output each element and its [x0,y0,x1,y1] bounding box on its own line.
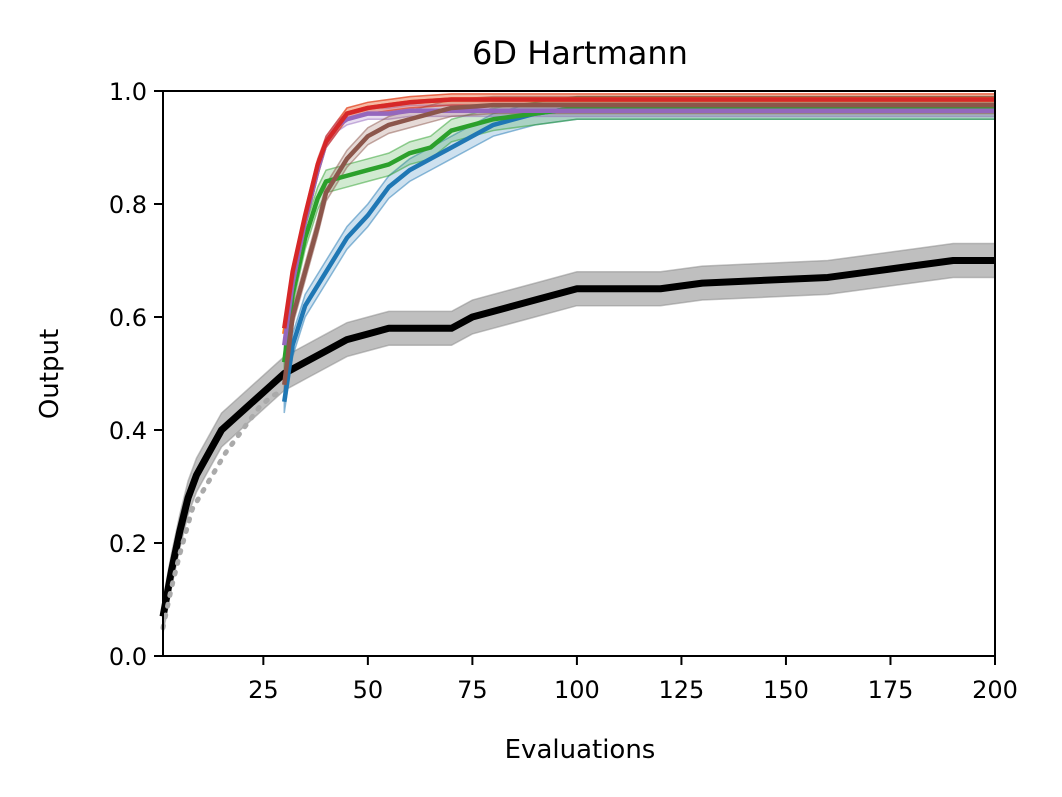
x-tick-label: 200 [972,676,1018,704]
x-tick-label: 175 [868,676,914,704]
y-axis-label: Output [35,329,65,419]
y-tick-label: 1.0 [109,78,147,106]
y-tick-label: 0.6 [109,304,147,332]
y-tick-label: 0.2 [109,530,147,558]
x-tick-label: 75 [457,676,488,704]
x-axis-label: Evaluations [505,735,656,765]
x-tick-label: 50 [353,676,384,704]
series-7-line [282,102,995,386]
x-tick-label: 100 [554,676,600,704]
y-tick-label: 0.0 [109,643,147,671]
y-tick-label: 0.8 [109,191,147,219]
series-2-line [160,387,287,631]
x-tick-label: 150 [763,676,809,704]
x-tick-label: 25 [248,676,279,704]
x-tick-label: 125 [659,676,705,704]
series-8-line [282,97,995,329]
y-axis-ticks: 0.0 0.2 0.4 0.6 0.8 1.0 [109,78,163,671]
series-1-line [159,257,995,618]
y-tick-label: 0.4 [109,417,147,445]
x-axis-ticks: 25 50 75 100 125 150 175 200 [248,656,1018,704]
plot-area-frame [162,90,996,657]
chart-title: 6D Hartmann [472,34,688,72]
series-lines [159,97,995,631]
